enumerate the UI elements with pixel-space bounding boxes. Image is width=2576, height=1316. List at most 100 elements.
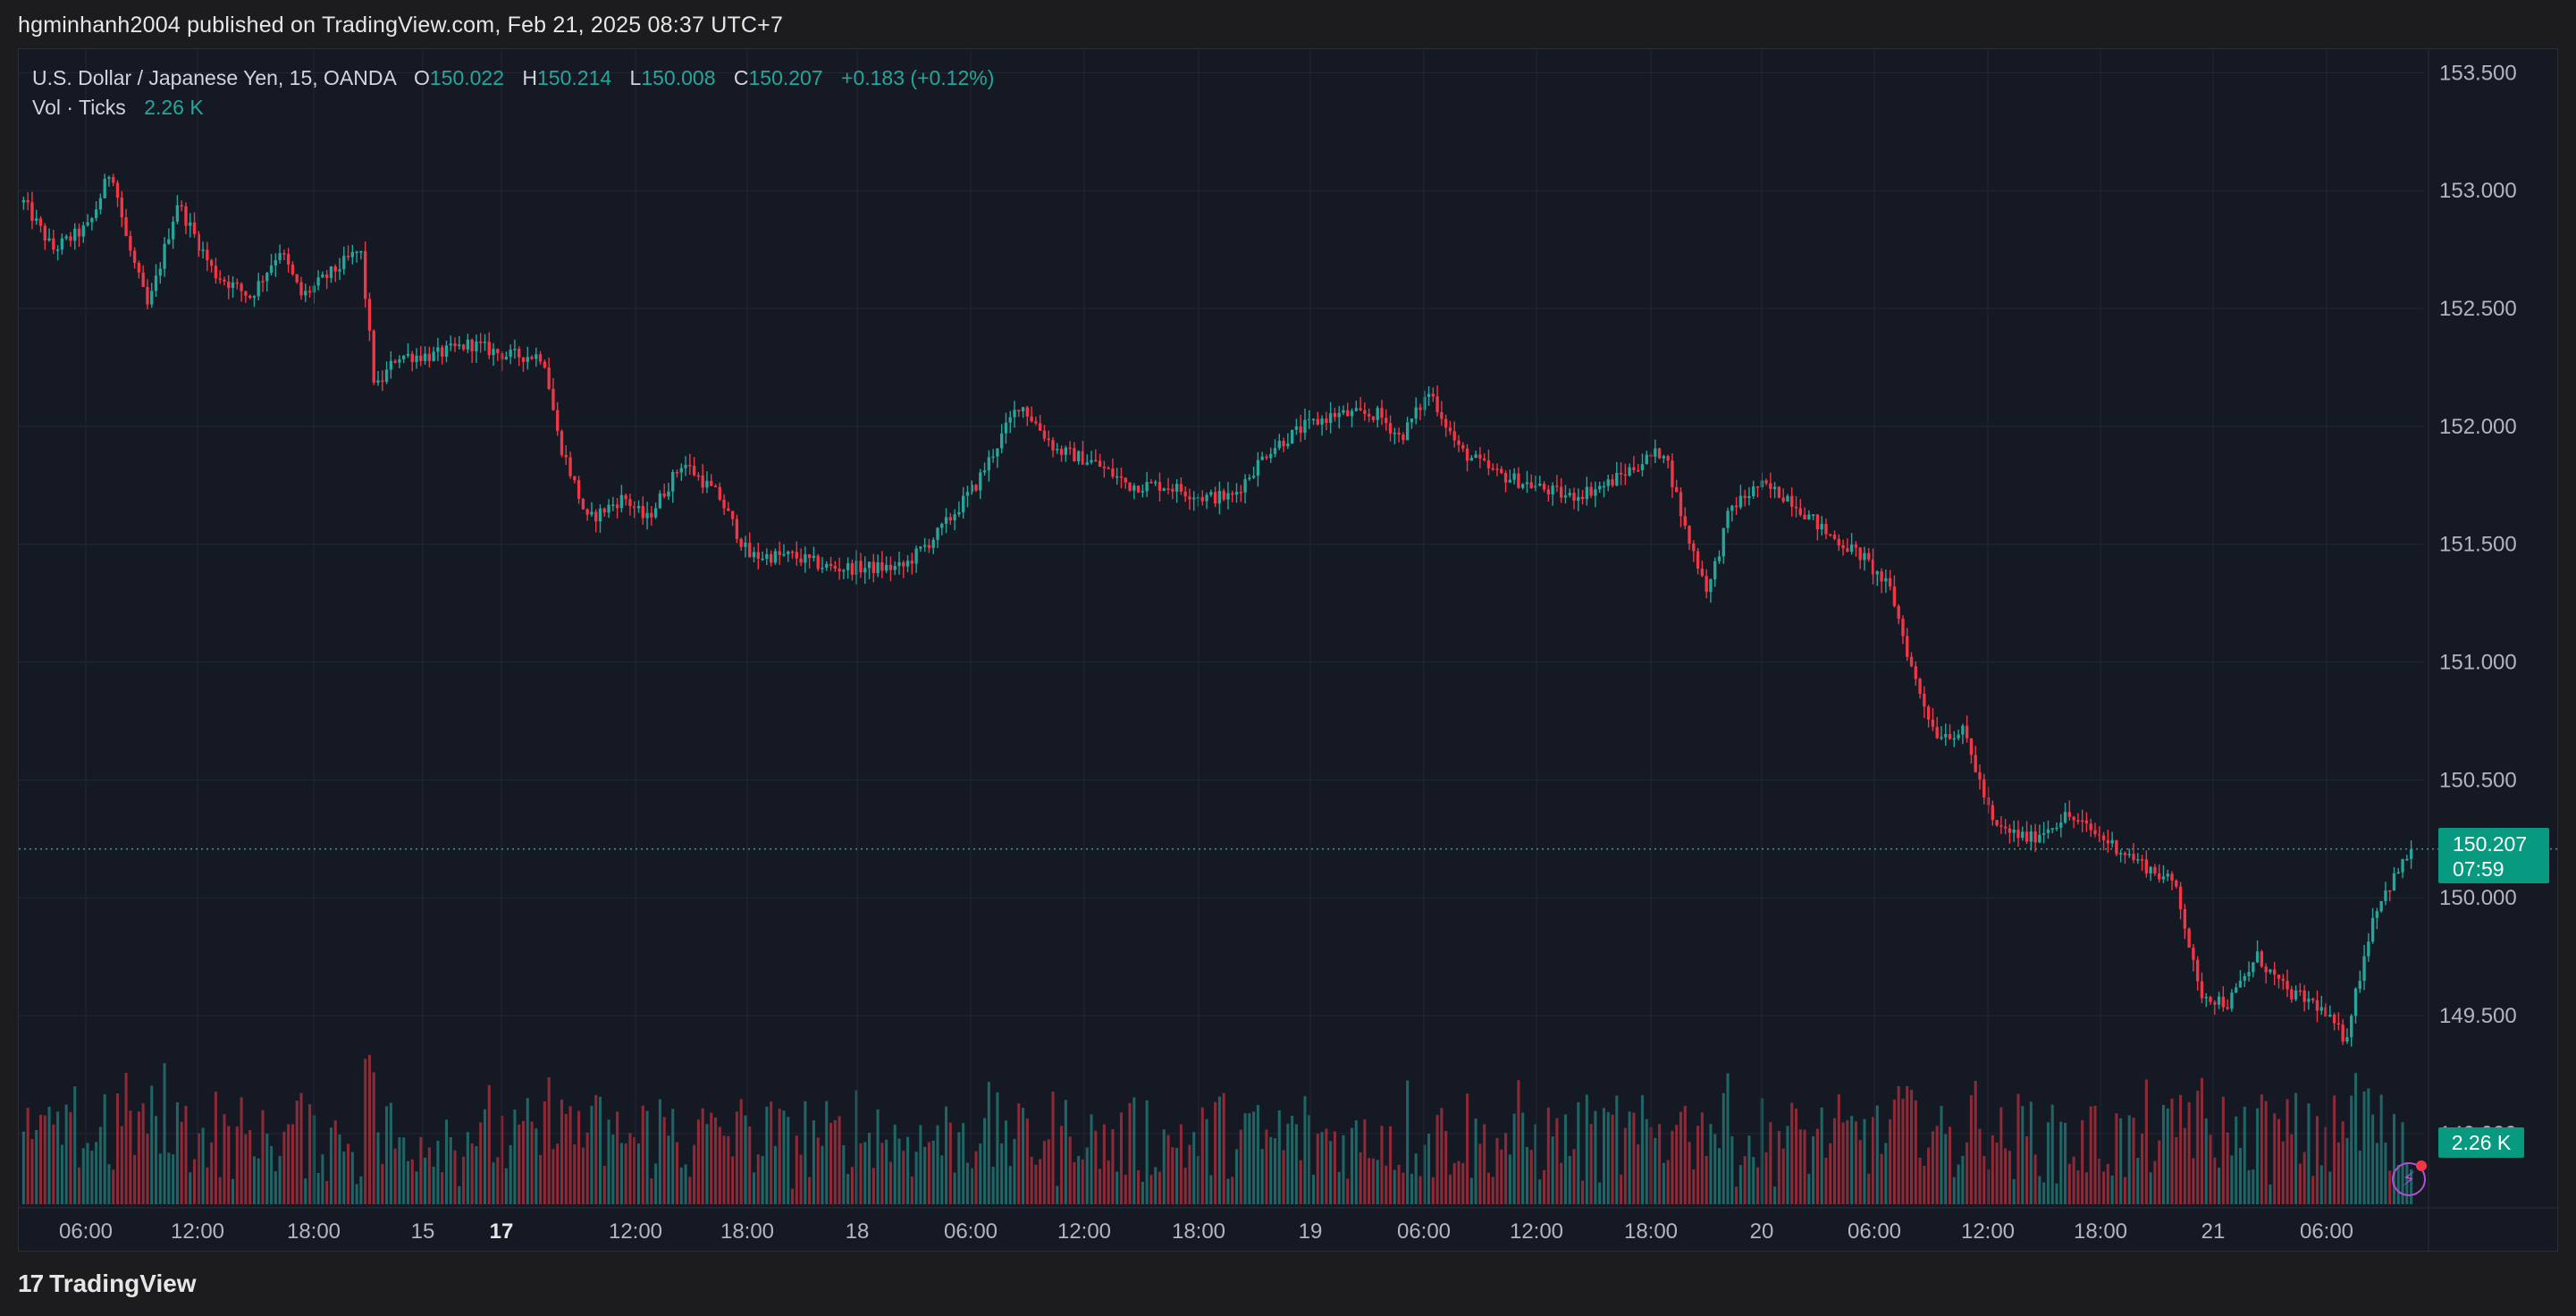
candle-body[interactable] — [235, 282, 239, 284]
candle-body[interactable] — [1085, 462, 1089, 465]
candle-body[interactable] — [1290, 429, 1294, 444]
candle-body[interactable] — [98, 198, 103, 210]
candle-body[interactable] — [2084, 820, 2089, 824]
candle-body[interactable] — [1342, 409, 1345, 413]
candle-body[interactable] — [384, 369, 389, 383]
candle-body[interactable] — [688, 464, 692, 467]
chart-frame[interactable]: 153.500 153.000 152.500 152.000 151.500 151.0… — [18, 48, 2559, 1253]
candle-body[interactable] — [1423, 397, 1427, 410]
candle-body[interactable] — [1486, 460, 1491, 468]
candle-body[interactable] — [2221, 996, 2226, 1008]
candle-body[interactable] — [1042, 430, 1047, 439]
candle-body[interactable] — [163, 243, 166, 269]
candle-body[interactable] — [744, 543, 747, 547]
candle-body[interactable] — [2118, 853, 2123, 855]
candle-body[interactable] — [1525, 482, 1529, 485]
candle-body[interactable] — [859, 561, 863, 573]
candle-body[interactable] — [376, 380, 380, 383]
candle-body[interactable] — [1461, 444, 1465, 449]
candle-body[interactable] — [2033, 831, 2037, 843]
candle-body[interactable] — [1098, 460, 1102, 468]
candle-body[interactable] — [633, 506, 636, 509]
candle-body[interactable] — [2238, 980, 2243, 988]
candle-body[interactable] — [496, 349, 500, 354]
candle-body[interactable] — [568, 457, 572, 477]
candle-body[interactable] — [1132, 485, 1136, 491]
candle-body[interactable] — [1888, 578, 1892, 587]
candle-body[interactable] — [1017, 409, 1021, 412]
candle-body[interactable] — [1952, 738, 1956, 740]
candle-body[interactable] — [825, 563, 829, 568]
candle-body[interactable] — [1491, 468, 1494, 470]
candle-body[interactable] — [470, 339, 474, 352]
candle-body[interactable] — [1662, 456, 1666, 459]
candle-body[interactable] — [787, 551, 790, 554]
candle-body[interactable] — [248, 295, 252, 299]
candle-body[interactable] — [1803, 514, 1806, 519]
candle-body[interactable] — [1115, 476, 1119, 478]
candle-body[interactable] — [1145, 482, 1149, 492]
candle-body[interactable] — [535, 354, 538, 359]
candle-body[interactable] — [1619, 472, 1623, 475]
candle-body[interactable] — [1192, 497, 1196, 500]
candle-body[interactable] — [441, 347, 444, 357]
candle-body[interactable] — [573, 476, 577, 481]
candle-body[interactable] — [1073, 448, 1076, 462]
candle-body[interactable] — [423, 353, 427, 361]
candle-body[interactable] — [940, 523, 944, 528]
candle-body[interactable] — [1700, 568, 1705, 577]
candle-body[interactable] — [475, 341, 478, 352]
candle-body[interactable] — [1551, 485, 1554, 494]
candle-body[interactable] — [1542, 483, 1546, 490]
candle-body[interactable] — [432, 351, 435, 361]
candle-body[interactable] — [64, 236, 68, 239]
candle-body[interactable] — [624, 494, 627, 500]
candle-body[interactable] — [1039, 423, 1042, 431]
candle-body[interactable] — [2050, 828, 2054, 830]
candle-body[interactable] — [1205, 494, 1208, 502]
candle-body[interactable] — [466, 339, 470, 350]
candle-body[interactable] — [1325, 418, 1328, 424]
candle-body[interactable] — [290, 264, 295, 274]
candle-body[interactable] — [1158, 482, 1162, 491]
candle-body[interactable] — [602, 508, 606, 513]
candle-body[interactable] — [461, 344, 466, 350]
candle-body[interactable] — [1832, 535, 1837, 539]
candle-body[interactable] — [2396, 872, 2400, 874]
candle-body[interactable] — [1918, 679, 1922, 694]
candle-body[interactable] — [197, 233, 200, 251]
candle-body[interactable] — [863, 568, 867, 573]
candle-body[interactable] — [888, 564, 893, 570]
candle-body[interactable] — [38, 218, 43, 226]
candle-body[interactable] — [1807, 514, 1811, 519]
candle-body[interactable] — [2379, 900, 2383, 912]
candle-body[interactable] — [43, 225, 46, 241]
candle-body[interactable] — [936, 527, 939, 540]
candle-body[interactable] — [2353, 988, 2358, 1017]
candle-body[interactable] — [790, 551, 795, 553]
candle-body[interactable] — [1926, 706, 1931, 720]
candle-body[interactable] — [1692, 544, 1696, 552]
candle-body[interactable] — [979, 472, 982, 491]
candle-body[interactable] — [1781, 497, 1785, 502]
candle-body[interactable] — [1854, 544, 1858, 548]
candle-body[interactable] — [1640, 464, 1645, 470]
candle-body[interactable] — [189, 222, 192, 226]
candle-body[interactable] — [1256, 460, 1260, 477]
candle-body[interactable] — [2008, 828, 2012, 833]
candle-body[interactable] — [1200, 497, 1204, 502]
candle-body[interactable] — [1794, 506, 1798, 509]
candle-body[interactable] — [658, 493, 662, 509]
candle-body[interactable] — [1589, 486, 1593, 496]
candle-body[interactable] — [653, 508, 658, 518]
candle-body[interactable] — [1435, 396, 1439, 413]
candle-body[interactable] — [299, 282, 303, 296]
candle-body[interactable] — [209, 260, 214, 266]
candle-body[interactable] — [1248, 477, 1251, 479]
candle-body[interactable] — [2178, 886, 2183, 909]
candle-body[interactable] — [1376, 408, 1379, 420]
candle-body[interactable] — [1546, 489, 1551, 494]
candle-body[interactable] — [2003, 826, 2008, 829]
candle-body[interactable] — [2166, 873, 2169, 877]
candle-body[interactable] — [897, 561, 901, 567]
